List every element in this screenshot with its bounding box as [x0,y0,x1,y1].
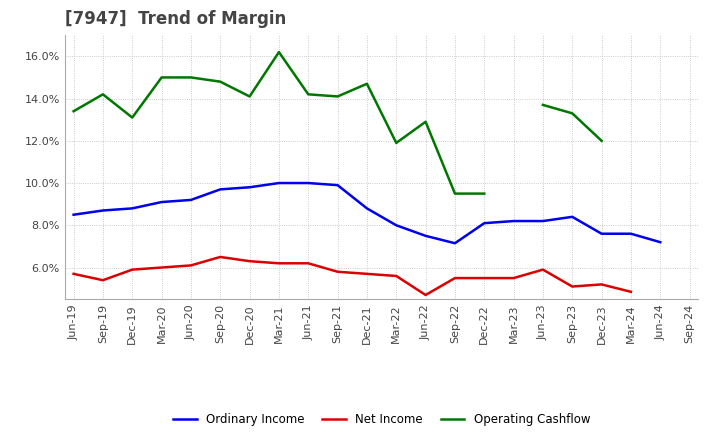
Line: Operating Cashflow: Operating Cashflow [73,52,602,194]
Net Income [157,265,166,270]
Operating Cashflow [333,94,342,99]
Ordinary Income [509,218,518,224]
Ordinary Income [539,218,547,224]
Ordinary Income [128,206,137,211]
Operating Cashflow [421,119,430,125]
Operating Cashflow [216,79,225,84]
Net Income [99,278,107,283]
Operating Cashflow [274,49,283,55]
Ordinary Income [274,180,283,186]
Ordinary Income [480,220,489,226]
Legend: Ordinary Income, Net Income, Operating Cashflow: Ordinary Income, Net Income, Operating C… [168,408,595,431]
Net Income [539,267,547,272]
Operating Cashflow [304,92,312,97]
Net Income [568,284,577,289]
Operating Cashflow [246,94,254,99]
Ordinary Income [99,208,107,213]
Operating Cashflow [480,191,489,196]
Ordinary Income [186,197,195,202]
Operating Cashflow [69,109,78,114]
Net Income [333,269,342,275]
Line: Ordinary Income: Ordinary Income [73,183,660,243]
Ordinary Income [568,214,577,220]
Net Income [598,282,606,287]
Operating Cashflow [99,92,107,97]
Ordinary Income [216,187,225,192]
Operating Cashflow [451,191,459,196]
Ordinary Income [598,231,606,236]
Ordinary Income [157,199,166,205]
Net Income [451,275,459,281]
Net Income [128,267,137,272]
Net Income [480,275,489,281]
Net Income [216,254,225,260]
Net Income [246,259,254,264]
Ordinary Income [656,239,665,245]
Net Income [274,260,283,266]
Ordinary Income [304,180,312,186]
Net Income [421,292,430,297]
Net Income [363,271,372,276]
Ordinary Income [333,183,342,188]
Line: Net Income: Net Income [73,257,631,295]
Net Income [186,263,195,268]
Text: [7947]  Trend of Margin: [7947] Trend of Margin [65,10,286,28]
Ordinary Income [363,206,372,211]
Net Income [69,271,78,276]
Operating Cashflow [598,138,606,143]
Net Income [626,289,635,294]
Operating Cashflow [568,111,577,116]
Ordinary Income [421,233,430,238]
Operating Cashflow [157,75,166,80]
Operating Cashflow [363,81,372,86]
Ordinary Income [392,223,400,228]
Operating Cashflow [128,115,137,120]
Operating Cashflow [539,102,547,107]
Ordinary Income [69,212,78,217]
Ordinary Income [246,185,254,190]
Net Income [392,273,400,279]
Operating Cashflow [392,140,400,146]
Ordinary Income [451,241,459,246]
Net Income [509,275,518,281]
Operating Cashflow [186,75,195,80]
Net Income [304,260,312,266]
Ordinary Income [626,231,635,236]
